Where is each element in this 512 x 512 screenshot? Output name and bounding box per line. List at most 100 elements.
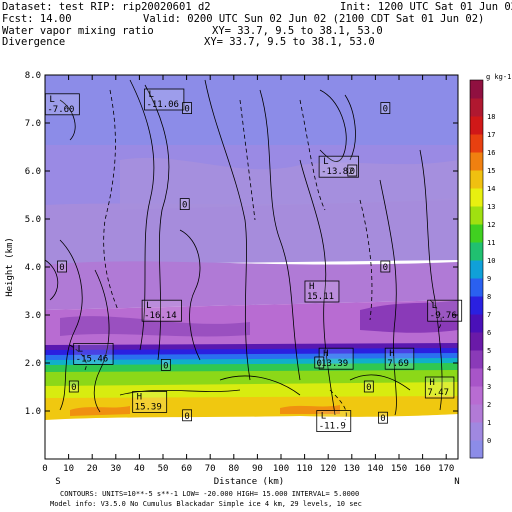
extremum-kind: H bbox=[309, 282, 314, 292]
extremum-kind: L bbox=[323, 157, 328, 167]
colorbar-level-label: 3 bbox=[487, 383, 491, 391]
extremum-box bbox=[304, 280, 340, 303]
extremum-kind: H bbox=[389, 349, 394, 359]
colorbar-swatch bbox=[470, 170, 483, 189]
colorbar-swatch bbox=[470, 80, 483, 99]
extremum-value: -16.14 bbox=[144, 311, 177, 321]
colorbar-level-label: 13 bbox=[487, 203, 495, 211]
x-tick-label: 130 bbox=[344, 464, 360, 474]
header-init: Init: 1200 UTC Sat 01 Jun 02 bbox=[340, 1, 512, 13]
zero-contour-label: 0 bbox=[363, 380, 374, 393]
header-dataset: Dataset: test RIP: rip20020601 d2 bbox=[2, 1, 211, 13]
x-tick-label: 160 bbox=[414, 464, 430, 474]
colorbar-swatch bbox=[470, 242, 483, 261]
zero-label-box bbox=[179, 198, 190, 211]
zero-contour-label: 0 bbox=[57, 260, 67, 273]
colorbar-level-label: 4 bbox=[487, 365, 491, 373]
plot-area bbox=[45, 75, 458, 459]
zero-contour-label: 0 bbox=[160, 358, 171, 371]
zero-label-text: 0 bbox=[184, 412, 189, 422]
colorbar-level-label: 15 bbox=[487, 167, 495, 175]
x-tick-label: 30 bbox=[110, 464, 121, 474]
y-tick-label: 7.0 bbox=[25, 119, 41, 129]
extremum-label: L-16.14 bbox=[141, 299, 182, 322]
extremum-box bbox=[144, 88, 185, 111]
extremum-box bbox=[384, 347, 415, 370]
zero-label-box bbox=[363, 380, 374, 393]
header-field-contour: Divergence bbox=[2, 36, 65, 48]
extremum-box bbox=[141, 299, 182, 322]
colorbar-swatch bbox=[470, 314, 483, 333]
colorbar-swatch bbox=[470, 206, 483, 225]
zero-label-text: 0 bbox=[366, 383, 371, 393]
x-tick-label: 100 bbox=[273, 464, 289, 474]
extremum-kind: L bbox=[321, 412, 326, 422]
extremum-label: H15.39 bbox=[132, 390, 168, 413]
colorbar-level-label: 10 bbox=[487, 257, 495, 265]
colorbar-swatch bbox=[470, 152, 483, 171]
extremum-kind: L bbox=[148, 90, 153, 100]
extremum-label: H7.69 bbox=[384, 347, 415, 370]
colorbar-swatch bbox=[470, 188, 483, 207]
x-tick-label: 40 bbox=[134, 464, 145, 474]
zero-label-text: 0 bbox=[182, 201, 187, 211]
extremum-kind: H bbox=[429, 378, 434, 388]
zero-contour-label: 0 bbox=[314, 356, 325, 369]
y-tick-label: 4.0 bbox=[25, 263, 41, 273]
extremum-box bbox=[73, 342, 114, 365]
extremum-box bbox=[427, 299, 463, 322]
colorbar-level-label: 12 bbox=[487, 221, 495, 229]
colorbar-swatch bbox=[470, 350, 483, 369]
colorbar-unit: g kg-1 bbox=[486, 73, 511, 81]
y-tick-label: 6.0 bbox=[25, 167, 41, 177]
zero-label-text: 0 bbox=[59, 263, 64, 273]
zero-label-text: 0 bbox=[380, 414, 385, 424]
x-tick-label: 10 bbox=[63, 464, 74, 474]
x-tick-label: 170 bbox=[438, 464, 454, 474]
extremum-value: -11.06 bbox=[146, 100, 179, 110]
colorbar-level-label: 18 bbox=[487, 113, 495, 121]
colorbar-swatch bbox=[470, 440, 483, 459]
colorbar-swatch bbox=[470, 116, 483, 135]
x-tick-label: 120 bbox=[320, 464, 336, 474]
colorbar-level-label: 1 bbox=[487, 419, 491, 427]
extremum-label: H13.39 bbox=[318, 347, 354, 370]
extremum-value: 7.47 bbox=[427, 388, 449, 398]
zero-label-box bbox=[57, 260, 67, 273]
colorbar-swatch bbox=[470, 422, 483, 441]
colorbar-swatch bbox=[470, 134, 483, 153]
extremum-value: 7.69 bbox=[387, 359, 409, 369]
colorbar-level-label: 8 bbox=[487, 293, 491, 301]
x-tick-label: 80 bbox=[228, 464, 239, 474]
extremum-value: 15.39 bbox=[135, 402, 162, 412]
x-axis: 0 10 20 30 40 50 60 70 80 90 100 110 120 130 140 150 160… bbox=[42, 75, 454, 474]
x-axis-right-end: N bbox=[454, 477, 459, 487]
x-tick-label: 50 bbox=[158, 464, 169, 474]
extremum-label: L-11.9 bbox=[316, 410, 352, 433]
x-tick-label: 140 bbox=[367, 464, 383, 474]
zero-label-box bbox=[380, 102, 391, 114]
extremum-value: -7.60 bbox=[47, 105, 74, 115]
zero-label-text: 0 bbox=[350, 167, 355, 177]
zero-label-box bbox=[68, 380, 79, 393]
extremum-kind: L bbox=[432, 301, 437, 311]
extremum-kind: L bbox=[49, 95, 54, 105]
extremum-box bbox=[318, 347, 354, 370]
colorbar-level-label: 0 bbox=[487, 437, 491, 445]
extremum-label: L-15.46 bbox=[73, 342, 114, 365]
zero-label-text: 0 bbox=[184, 105, 189, 115]
extremum-label: L-13.82 bbox=[318, 155, 359, 178]
zero-label-text: 0 bbox=[383, 105, 388, 115]
extremum-value: -15.46 bbox=[76, 354, 109, 364]
colorbar-level-label: 11 bbox=[487, 239, 495, 247]
zero-label-box bbox=[182, 102, 193, 114]
x-tick-label: 90 bbox=[252, 464, 263, 474]
zero-label-text: 0 bbox=[383, 263, 388, 273]
y-tick-label: 8.0 bbox=[25, 71, 41, 81]
x-axis-left-end: S bbox=[55, 477, 60, 487]
extremum-value: -9.76 bbox=[430, 311, 457, 321]
extremum-label: L-11.06 bbox=[144, 88, 185, 111]
extremum-value: 15.11 bbox=[307, 292, 334, 302]
